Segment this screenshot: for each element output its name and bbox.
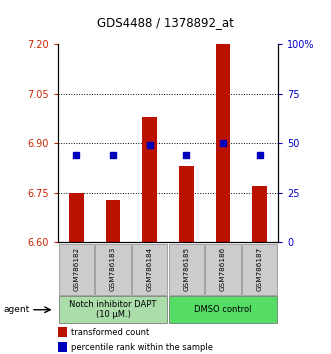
Point [73, 153, 79, 158]
Bar [242, 244, 277, 295]
Bar [179, 166, 194, 242]
Bar [169, 244, 204, 295]
Point [147, 143, 152, 148]
Bar [106, 200, 120, 242]
Text: GDS4488 / 1378892_at: GDS4488 / 1378892_at [97, 16, 234, 29]
Point [184, 153, 189, 158]
Text: GSM786185: GSM786185 [183, 247, 189, 291]
Bar [132, 244, 167, 295]
Bar [169, 296, 277, 323]
Bar [69, 193, 84, 242]
Bar [59, 296, 167, 323]
Text: GSM786183: GSM786183 [110, 247, 116, 291]
Point [220, 141, 226, 146]
Text: GSM786184: GSM786184 [147, 247, 153, 291]
Bar [206, 244, 241, 295]
Bar [59, 244, 94, 295]
Bar [142, 117, 157, 242]
Text: GSM786186: GSM786186 [220, 247, 226, 291]
Text: GSM786182: GSM786182 [73, 247, 79, 291]
Point [257, 153, 262, 158]
Text: Notch inhibitor DAPT
(10 μM.): Notch inhibitor DAPT (10 μM.) [69, 300, 157, 319]
Bar [58, 327, 67, 337]
Text: percentile rank within the sample: percentile rank within the sample [71, 343, 213, 352]
Text: DMSO control: DMSO control [194, 305, 252, 314]
Point [110, 153, 116, 158]
Text: transformed count: transformed count [71, 328, 149, 337]
Bar [95, 244, 130, 295]
Bar [216, 44, 230, 242]
Bar [252, 186, 267, 242]
Bar [58, 342, 67, 353]
Text: agent: agent [3, 305, 29, 314]
Text: GSM786187: GSM786187 [257, 247, 263, 291]
